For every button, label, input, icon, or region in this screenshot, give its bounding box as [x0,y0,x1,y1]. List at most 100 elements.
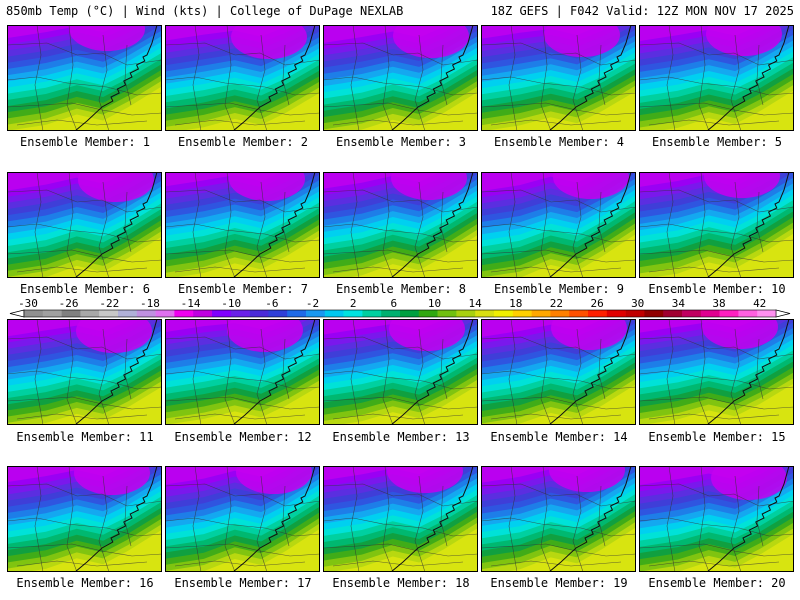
colorbar-tick-label: 6 [390,297,397,310]
temperature-field [165,466,320,572]
ensemble-member-label: Ensemble Member: 13 [332,430,470,444]
temperature-field [323,466,478,572]
temperature-field [481,25,636,131]
ensemble-map [165,466,320,572]
colorbar-swatch [475,310,495,317]
colorbar-swatch [174,310,194,317]
colorbar-swatch [118,310,138,317]
ensemble-map [323,466,478,572]
ensemble-map [481,172,636,278]
map-title: 850mb Temp (°C) | Wind (kts) | College o… [6,4,404,18]
colorbar-swatch [738,310,758,317]
colorbar-tick-label: 2 [350,297,357,310]
colorbar-swatch [588,310,608,317]
colorbar-swatch [644,310,664,317]
ensemble-map [639,172,794,278]
colorbar-swatch [719,310,739,317]
ensemble-map [165,319,320,425]
colorbar-right-arrow [775,309,791,318]
colorbar-tick-label: -6 [265,297,278,310]
temperature-field [639,172,794,278]
colorbar-tick-label: -14 [181,297,201,310]
colorbar-tick-label: 38 [712,297,725,310]
colorbar-tick-label: -26 [59,297,79,310]
colorbar-tick-label: 22 [550,297,563,310]
ensemble-member-label: Ensemble Member: 10 [648,282,786,296]
colorbar-swatch [24,310,44,317]
colorbar-swatch [700,310,720,317]
colorbar-swatch [682,310,702,317]
ensemble-member-label: Ensemble Member: 1 [19,135,151,149]
temperature-field [323,172,478,278]
colorbar-swatch [418,310,438,317]
ensemble-member-label: Ensemble Member: 9 [493,282,625,296]
colorbar-swatch [362,310,382,317]
ensemble-member-label: Ensemble Member: 15 [648,430,786,444]
ensemble-member-label: Ensemble Member: 14 [490,430,628,444]
ensemble-member-label: Ensemble Member: 8 [335,282,467,296]
ensemble-member-label: Ensemble Member: 17 [174,576,312,590]
colorbar-left-arrow [9,309,25,318]
colorbar-swatch [531,310,551,317]
ensemble-member-label: Ensemble Member: 11 [16,430,154,444]
colorbar-tick-label: -2 [306,297,319,310]
ensemble-map [639,466,794,572]
ensemble-map [481,319,636,425]
ensemble-member-label: Ensemble Member: 5 [651,135,783,149]
temperature-field [7,172,162,278]
colorbar-swatch [80,310,100,317]
ensemble-map [323,319,478,425]
colorbar-swatch [61,310,81,317]
colorbar-swatch [381,310,401,317]
ensemble-map [7,319,162,425]
temperature-field [481,172,636,278]
ensemble-map [7,25,162,131]
colorbar-swatch [550,310,570,317]
ensemble-map [323,25,478,131]
colorbar-swatch [193,310,213,317]
ensemble-member-label: Ensemble Member: 19 [490,576,628,590]
colorbar-graphic: -30 -26 -22 -18 -14 -10 -6 -2 2 6 10 14 18 22 26 30 34 38… [9,297,791,318]
colorbar-swatch [155,310,175,317]
temperature-field [7,25,162,131]
ensemble-map [7,466,162,572]
colorbar-tick-label: 30 [631,297,644,310]
colorbar-swatch [324,310,344,317]
colorbar-swatch [625,310,645,317]
temperature-field [481,466,636,572]
ensemble-member-label: Ensemble Member: 12 [174,430,312,444]
colorbar-swatch [230,310,250,317]
temperature-field [7,466,162,572]
colorbar-swatch [569,310,589,317]
temperature-field [323,25,478,131]
ensemble-member-label: Ensemble Member: 16 [16,576,154,590]
colorbar-swatch [606,310,626,317]
temperature-field [481,319,636,425]
colorbar-tick-label: 42 [753,297,766,310]
colorbar-swatch [663,310,683,317]
colorbar-swatch [268,310,288,317]
ensemble-member-label: Ensemble Member: 20 [648,576,786,590]
ensemble-member-label: Ensemble Member: 6 [19,282,151,296]
colorbar-swatch [512,310,532,317]
colorbar-swatch [400,310,420,317]
colorbar-swatch [306,310,326,317]
temperature-field [639,466,794,572]
colorbar-swatch [343,310,363,317]
ensemble-map [7,172,162,278]
colorbar-swatch [99,310,119,317]
colorbar-swatch [287,310,307,317]
colorbar-tick-label: 14 [468,297,482,310]
ensemble-member-label: Ensemble Member: 7 [177,282,309,296]
colorbar-swatch [456,310,476,317]
ensemble-member-label: Ensemble Member: 4 [493,135,625,149]
temperature-field [165,319,320,425]
temperature-field [639,25,794,131]
ensemble-map [323,172,478,278]
colorbar-tick-label: 34 [672,297,686,310]
colorbar-swatch [757,310,777,317]
ensemble-member-label: Ensemble Member: 18 [332,576,470,590]
colorbar-swatch [437,310,457,317]
colorbar-swatch [212,310,232,317]
ensemble-member-label: Ensemble Member: 3 [335,135,467,149]
